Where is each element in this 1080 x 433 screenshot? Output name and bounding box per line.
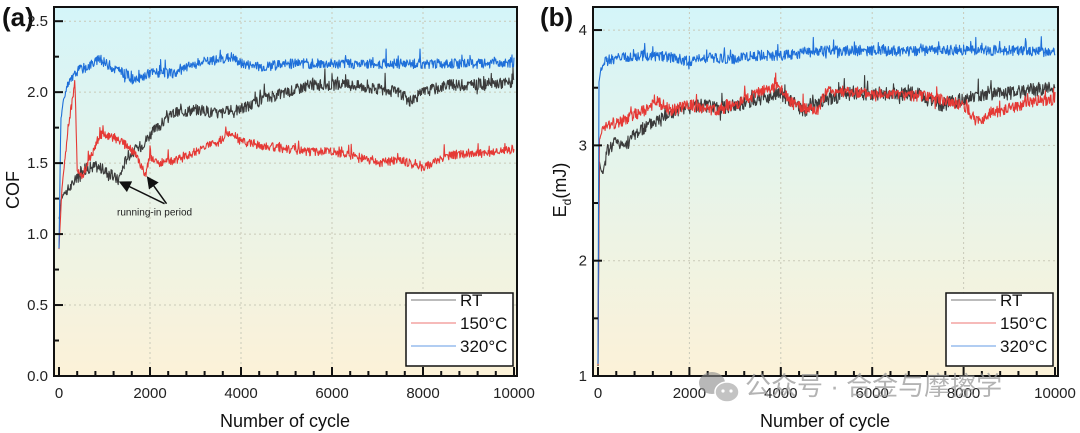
legend-label: 150°C xyxy=(460,314,507,333)
watermark: 公众号 · 合金与摩擦学 xyxy=(699,371,1002,403)
x-tick-label: 2000 xyxy=(673,385,706,402)
annotation-arrow-2 xyxy=(146,176,168,205)
y-tick-label: 1 xyxy=(579,368,587,385)
legend-label: 150°C xyxy=(1000,314,1047,333)
series-line-rt xyxy=(58,66,515,219)
y-tick-label: 2.0 xyxy=(27,84,48,101)
watermark-text: 公众号 · 合金与摩擦学 xyxy=(745,371,1002,401)
x-tick-label: 10000 xyxy=(1034,385,1076,402)
y-tick-label: 1.0 xyxy=(27,226,48,243)
series-line-320c xyxy=(597,36,1056,364)
y-tick-label: 1.5 xyxy=(27,155,48,172)
legend-label: RT xyxy=(1000,291,1022,310)
panel-a-ytick-labels: 0.0 0.5 1.0 1.5 2.0 2.5 xyxy=(27,13,48,385)
series-line-150c xyxy=(597,72,1056,365)
y-tick-label: 4 xyxy=(579,22,587,39)
x-tick-label: 8000 xyxy=(406,385,439,402)
panel-b-x-axis-title: Number of cycle xyxy=(760,411,890,431)
panel-b-ytick-labels: 1 2 3 4 xyxy=(579,22,587,385)
y-tick-label: 0.5 xyxy=(27,297,48,314)
x-tick-label: 0 xyxy=(594,385,602,402)
wechat-icon xyxy=(699,372,740,403)
annotation-arrow-1 xyxy=(118,181,165,205)
series-line-320c xyxy=(58,48,515,249)
panel-a-x-axis-title: Number of cycle xyxy=(220,411,350,431)
panel-a-cof: (a) 0.0 0.5 1.0 1.5 2.0 2.5 0 2000 4000 6000 8000… xyxy=(2,2,535,431)
x-tick-label: 6000 xyxy=(315,385,348,402)
running-in-annotation: running-in period xyxy=(117,176,192,219)
panel-b-energy: (b) 1 2 3 4 0 2000 4000 6000 8000 10000 Number o… xyxy=(540,2,1076,431)
panel-b-series xyxy=(597,36,1056,367)
x-tick-label: 2000 xyxy=(133,385,166,402)
panel-a-legend: RT 150°C 320°C xyxy=(405,291,514,367)
panel-b-frame xyxy=(592,6,1059,377)
panel-a-legend-box xyxy=(405,292,514,367)
annotation-text: running-in period xyxy=(117,208,192,219)
panel-b-label: (b) xyxy=(540,2,573,32)
panel-a-xtick-labels: 0 2000 4000 6000 8000 10000 xyxy=(55,385,535,402)
y-tick-label: 3 xyxy=(579,137,587,154)
panel-a-label: (a) xyxy=(2,2,34,32)
panel-a-series xyxy=(58,48,515,250)
series-line-150c xyxy=(58,79,515,250)
panel-b-legend: RT 150°C 320°C xyxy=(945,291,1054,367)
legend-label: 320°C xyxy=(460,337,507,356)
x-tick-label: 6000 xyxy=(856,385,889,402)
x-tick-label: 8000 xyxy=(947,385,980,402)
panel-a-frame xyxy=(53,6,518,377)
panel-a-ticks xyxy=(54,20,515,377)
panel-b-xtick-labels: 0 2000 4000 6000 8000 10000 xyxy=(594,385,1076,402)
y-tick-label: 2 xyxy=(579,253,587,270)
x-tick-label: 4000 xyxy=(764,385,797,402)
y-tick-label: 0.0 xyxy=(27,368,48,385)
x-tick-label: 10000 xyxy=(493,385,535,402)
panel-a-y-axis-title: COF xyxy=(3,171,23,209)
panel-b-y-axis-title: Ed(mJ) xyxy=(550,163,574,218)
legend-label: 320°C xyxy=(1000,337,1047,356)
x-tick-label: 4000 xyxy=(224,385,257,402)
panel-b-legend-box xyxy=(945,292,1054,367)
x-tick-label: 0 xyxy=(55,385,63,402)
legend-label: RT xyxy=(460,291,482,310)
y-tick-label: 2.5 xyxy=(27,13,48,30)
